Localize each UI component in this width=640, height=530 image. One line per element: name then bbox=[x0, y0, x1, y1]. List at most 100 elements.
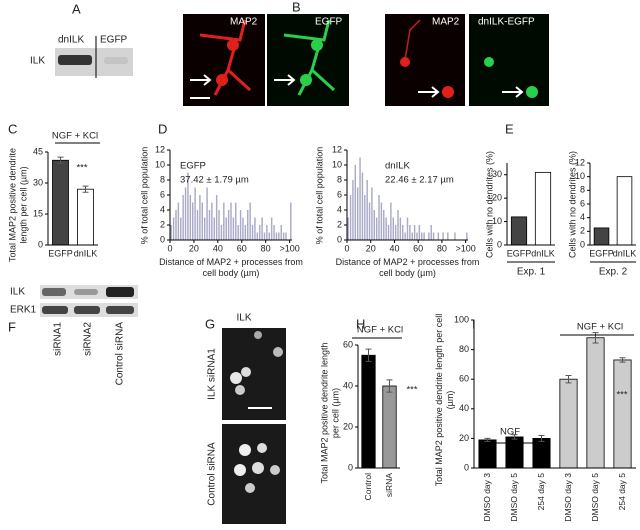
bar bbox=[280, 225, 282, 240]
bar bbox=[378, 195, 380, 240]
y-tick-label: 20 bbox=[343, 421, 353, 431]
bar bbox=[206, 187, 208, 240]
y-tick-label: 100 bbox=[454, 314, 469, 324]
blot-band bbox=[42, 288, 66, 296]
y-tick-label: 0 bbox=[464, 462, 469, 472]
bar bbox=[77, 188, 94, 246]
bar bbox=[208, 210, 211, 240]
bar bbox=[275, 232, 278, 240]
bar bbox=[52, 159, 69, 246]
bar bbox=[368, 202, 371, 240]
bar bbox=[247, 210, 249, 240]
x-tick-label: DMSO day 5 bbox=[509, 473, 519, 522]
bar bbox=[394, 225, 397, 240]
bar bbox=[510, 216, 528, 246]
lane-label: siRNA2 bbox=[83, 322, 94, 356]
blot-band bbox=[74, 306, 100, 314]
x-tick-label: DMSO day 3 bbox=[482, 473, 492, 522]
x-axis-label: Distance of MAP2 + processes from cell b… bbox=[159, 257, 303, 278]
error-bar bbox=[365, 348, 372, 362]
bar bbox=[172, 217, 175, 240]
bar bbox=[266, 225, 268, 240]
bar bbox=[230, 202, 232, 240]
blot-band bbox=[74, 289, 98, 295]
x-tick-label: 80 bbox=[261, 243, 271, 253]
bar bbox=[392, 217, 394, 240]
x-tick-label: 254 day 5 bbox=[617, 473, 627, 511]
error-bar bbox=[538, 434, 545, 442]
bar bbox=[383, 210, 385, 240]
bar bbox=[211, 202, 213, 240]
bar bbox=[586, 337, 605, 469]
x-tick-label: dnILK bbox=[74, 248, 98, 258]
bar bbox=[215, 195, 218, 240]
x-tick-label: dnILK bbox=[613, 248, 637, 258]
bar bbox=[278, 232, 280, 240]
bar bbox=[199, 195, 201, 240]
bar bbox=[194, 187, 196, 240]
x-tick-label: EGFP bbox=[48, 248, 73, 258]
y-tick-label: 10 bbox=[332, 159, 342, 169]
annotation: 37.42 ± 1.79 µm bbox=[180, 175, 249, 186]
x-tick-label: 254 day 5 bbox=[536, 473, 546, 511]
error-bar bbox=[82, 185, 89, 193]
y-tick-label: 60 bbox=[343, 339, 353, 349]
bar bbox=[534, 171, 552, 246]
bar bbox=[371, 187, 373, 240]
y-tick-label: 0 bbox=[580, 239, 585, 249]
micrograph bbox=[469, 14, 549, 106]
bar bbox=[373, 210, 375, 240]
annotation: EGFP bbox=[180, 161, 206, 172]
y-tick-label: 10 bbox=[155, 159, 165, 169]
blot-band bbox=[58, 55, 92, 65]
bar bbox=[189, 195, 192, 240]
micrograph bbox=[222, 424, 286, 524]
bar bbox=[227, 210, 230, 240]
y-tick-label: 40 bbox=[343, 380, 353, 390]
y-tick-label: 8 bbox=[160, 174, 165, 184]
bar bbox=[416, 232, 418, 240]
error-bar bbox=[511, 434, 518, 440]
bar bbox=[361, 172, 364, 240]
x-tick-label: siRNA bbox=[384, 473, 394, 497]
bar bbox=[258, 225, 261, 240]
y-tick-label: 45 bbox=[33, 146, 43, 156]
x-tick-label: EGFP bbox=[507, 248, 532, 258]
row-label: ILK bbox=[30, 56, 45, 67]
panel-label: A bbox=[72, 1, 81, 16]
bar bbox=[235, 202, 237, 240]
error-bar bbox=[619, 357, 626, 363]
x-tick-label: >100 bbox=[455, 243, 475, 253]
x-axis-label: Exp. 1 bbox=[517, 267, 546, 278]
image-label: ILK siRNA1 bbox=[207, 348, 218, 400]
bar bbox=[593, 227, 610, 246]
bar bbox=[184, 187, 187, 240]
y-tick-label: 0 bbox=[497, 239, 502, 249]
y-tick-label: 8 bbox=[337, 174, 342, 184]
y-tick-label: 6 bbox=[580, 198, 585, 208]
bar bbox=[290, 202, 292, 240]
bar bbox=[270, 217, 273, 240]
bar bbox=[223, 202, 225, 240]
micrograph bbox=[385, 14, 465, 106]
y-axis-label: Cells with no dendrites (%) bbox=[484, 150, 495, 259]
bar bbox=[423, 232, 425, 240]
panel-label: E bbox=[505, 121, 514, 136]
bar bbox=[254, 217, 256, 240]
annotation: 22.46 ± 2.17 µm bbox=[385, 175, 454, 186]
micrograph bbox=[183, 14, 265, 106]
bar bbox=[203, 217, 206, 240]
bar bbox=[428, 232, 430, 240]
y-axis-label: % of total cell population bbox=[139, 146, 150, 245]
lane-label: dnILK bbox=[58, 35, 84, 46]
bar bbox=[196, 210, 199, 240]
bar bbox=[359, 157, 361, 240]
bar bbox=[268, 232, 270, 240]
bar bbox=[421, 232, 423, 240]
annotation: NGF + KCl bbox=[577, 322, 623, 333]
bar bbox=[390, 202, 392, 240]
error-bar bbox=[57, 156, 64, 164]
x-tick-label: 80 bbox=[437, 243, 447, 253]
annotation: *** bbox=[616, 390, 627, 401]
x-tick-label: DMSO day 3 bbox=[563, 473, 573, 522]
